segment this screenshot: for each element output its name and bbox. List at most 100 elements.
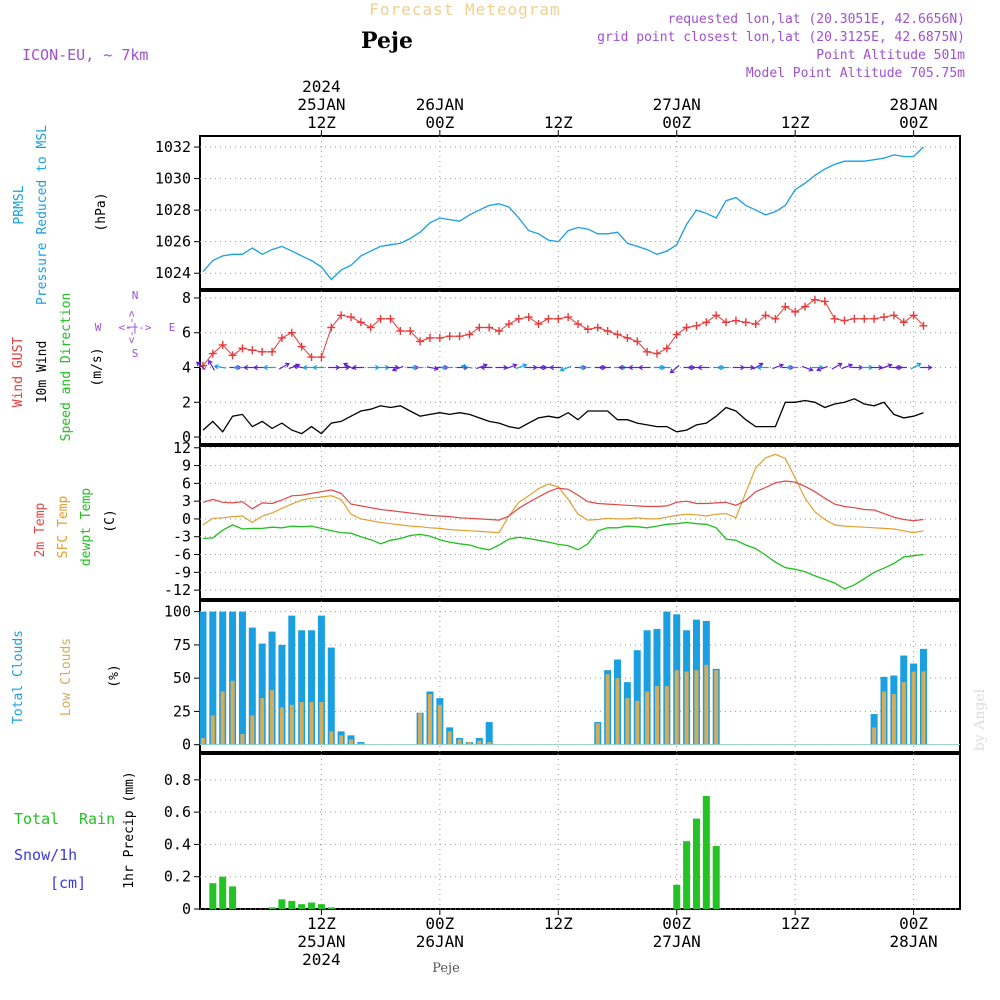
low-cloud-bar <box>349 739 354 745</box>
wind-gust-marker <box>218 340 227 349</box>
low-cloud-bar <box>911 671 916 745</box>
clouds-tick-label: 75 <box>173 636 191 654</box>
clouds-tick-label: 100 <box>164 603 191 621</box>
chart-dynamic-layer: 1024102610281030103202468-12-9-6-3036912… <box>155 77 961 969</box>
wind-dir-arrow <box>817 365 828 371</box>
wind-dir-arrowhead <box>503 364 509 371</box>
temp-tick-label: 3 <box>182 492 191 510</box>
top-time-label: 12Z <box>307 113 336 132</box>
top-time-label: 12Z <box>781 113 810 132</box>
wind-gust-marker <box>258 347 267 356</box>
wind-tick-label: 4 <box>182 359 191 377</box>
wind-dir-arrow <box>752 362 763 370</box>
wind-dir-arrowhead <box>837 362 843 368</box>
clouds-tick-label: 50 <box>173 669 191 687</box>
wind-dir-arrowhead <box>628 364 633 371</box>
wind-dir-arrow <box>392 365 404 371</box>
wind-dir-arrowhead <box>410 364 416 371</box>
wind-gust-marker <box>268 347 277 356</box>
total-cloud-bar <box>248 627 256 745</box>
wind-gust-marker <box>643 347 652 356</box>
wind-dir-arrow <box>426 366 438 370</box>
low-cloud-bar <box>250 715 255 745</box>
low-cloud-bar <box>457 739 462 745</box>
wind-gust-marker <box>879 313 888 322</box>
top-time-label: 28JAN <box>890 95 938 114</box>
temp-label-sfc: SFC Temp <box>56 496 71 559</box>
precip-label-total: Total <box>14 810 59 828</box>
wind-dir-arrowhead <box>343 362 349 368</box>
wind-dir-arrowhead <box>878 364 884 371</box>
bottom-time-label: 26JAN <box>416 932 464 951</box>
wind-gust-marker <box>425 333 434 342</box>
wind-gust-marker <box>238 344 247 353</box>
precip-label-snow: Snow/1h <box>14 846 77 864</box>
wind-dir-arrowhead <box>786 364 791 371</box>
wind-tick-label: 0 <box>182 428 191 446</box>
rain-bar <box>229 886 237 909</box>
wind-dir-arrowhead <box>522 363 528 369</box>
wind-dir-arrowhead <box>669 368 675 374</box>
wind-gust-marker <box>722 318 731 327</box>
low-cloud-bar <box>437 704 442 745</box>
wind-dir-arrowhead <box>312 364 318 371</box>
precip-frame <box>199 753 961 910</box>
temp-tick-label: 9 <box>182 457 191 475</box>
wind-gust-marker <box>652 349 661 358</box>
wind-gust-marker <box>495 326 504 335</box>
total-cloud-bar <box>288 615 296 745</box>
clouds-tick-label: 0 <box>182 736 191 754</box>
total-cloud-bar <box>229 611 237 745</box>
wind-gust-marker <box>810 295 819 304</box>
wind-dir-arrowhead <box>460 364 466 370</box>
wind-gust-marker <box>731 316 740 325</box>
low-cloud-bar <box>309 702 314 745</box>
wind-gust-marker <box>919 321 928 330</box>
rain-bar <box>298 904 306 909</box>
wind-gust-marker <box>860 314 869 323</box>
low-cloud-bar <box>220 691 225 745</box>
pressure-tick-label: 1026 <box>155 233 191 251</box>
wind-gust-marker <box>682 323 691 332</box>
wind-dir-arrow <box>278 362 290 370</box>
temp-tick-label: 12 <box>173 439 191 457</box>
sfc-temp-line <box>202 453 924 534</box>
low-cloud-bar <box>339 735 344 745</box>
wind-gust-marker <box>870 314 879 323</box>
wind-gust-marker <box>840 316 849 325</box>
wind-dir-arrowhead <box>598 364 604 371</box>
wind-gust-marker <box>603 326 612 335</box>
wind-dir-arrowhead <box>750 364 755 371</box>
wind-gust-marker <box>554 314 563 323</box>
total-cloud-bar <box>298 630 306 745</box>
wind-10m-line <box>202 398 924 435</box>
low-cloud-bar <box>674 670 679 745</box>
clouds-label-total: Total Clouds <box>11 630 26 724</box>
wind-dir-arrowhead <box>440 364 446 371</box>
wind-gust-marker <box>672 330 681 339</box>
low-cloud-bar <box>418 712 423 745</box>
rain-bar <box>308 902 316 909</box>
low-cloud-bar <box>477 740 482 745</box>
rain-bar <box>683 841 691 909</box>
pressure-tick-label: 1028 <box>155 201 191 219</box>
wind-dir-arrowhead <box>262 364 268 371</box>
low-cloud-bar <box>664 686 669 745</box>
low-cloud-bar <box>901 682 906 745</box>
wind-gust-marker <box>504 320 513 329</box>
wind-gust-marker <box>692 321 701 330</box>
low-cloud-bar <box>487 742 492 745</box>
wind-gust-marker <box>593 323 602 332</box>
wind-gust-marker <box>791 307 800 316</box>
wind-dir-arrowhead <box>433 365 439 371</box>
rain-bar <box>317 904 325 909</box>
wind-dir-arrow <box>880 364 892 370</box>
low-cloud-bar <box>447 731 452 745</box>
wind-dir-arrowhead <box>302 364 308 371</box>
wind-dir-arrow <box>505 364 517 370</box>
total-cloud-bar <box>633 650 641 745</box>
wind-gust-marker <box>435 333 444 342</box>
compass-s: S <box>132 347 139 360</box>
total-cloud-bar <box>199 611 207 745</box>
